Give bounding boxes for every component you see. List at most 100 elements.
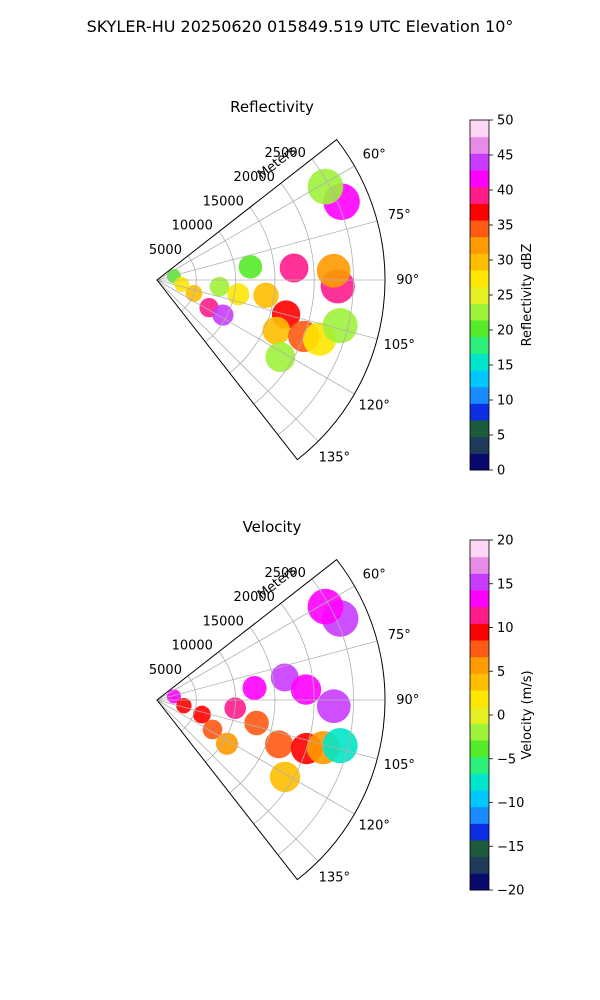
colorbar-tick-label: −20 [497, 884, 524, 899]
colorbar-segment [470, 690, 489, 708]
colorbar-tick-label: 50 [497, 114, 514, 129]
colorbar-segment [470, 186, 489, 204]
echo-cell [212, 304, 234, 326]
colorbar-segment [470, 823, 489, 841]
radial-tick-label: 5000 [149, 663, 182, 678]
colorbar-segment [470, 303, 489, 321]
colorbar-segment [470, 623, 489, 641]
colorbar-segment [470, 403, 489, 421]
colorbar-segment [470, 606, 489, 624]
colorbar-segment [470, 540, 489, 558]
colorbar-segment [470, 253, 489, 271]
grid-ring [229, 207, 276, 374]
colorbar-tick-label: 35 [497, 219, 514, 234]
colorbar-segment [470, 136, 489, 154]
figure-title: SKYLER-HU 20250620 015849.519 UTC Elevat… [87, 17, 514, 36]
echo-cell [192, 705, 211, 724]
colorbar-tick-label: 45 [497, 149, 514, 164]
radial-tick-label: 15000 [203, 194, 244, 209]
grid-spoke [156, 585, 355, 701]
radial-tick-label: 10000 [172, 639, 213, 654]
colorbar-tick-label: 0 [497, 709, 505, 724]
echo-cell [242, 675, 267, 701]
azimuth-tick-label: 75° [388, 628, 411, 643]
colorbar-tick-label: 10 [497, 621, 514, 636]
colorbar-segment [470, 236, 489, 254]
colorbar-segment [470, 320, 489, 338]
radial-tick-label: 25000 [265, 566, 306, 581]
echo-cell [269, 761, 301, 793]
colorbar-segment [470, 740, 489, 758]
grid-spoke [156, 699, 378, 760]
colorbar-tick-label: 5 [497, 665, 505, 680]
colorbar-tick-label: 15 [497, 359, 514, 374]
colorbar-segment [470, 386, 489, 404]
grid-spoke [156, 279, 378, 340]
colorbar-segment [470, 756, 489, 774]
echo-cell [279, 253, 309, 283]
colorbar-tick-label: 40 [497, 184, 514, 199]
echo-cell [262, 316, 291, 345]
colorbar-segment [470, 840, 489, 858]
grid-ring [253, 182, 315, 405]
azimuth-tick-label: 135° [319, 450, 350, 465]
colorbar-tick-label: −15 [497, 840, 524, 855]
azimuth-tick-label: 60° [363, 148, 386, 163]
echo-cell [316, 689, 351, 724]
azimuth-tick-label: 120° [359, 818, 390, 833]
colorbar-tick-label: −10 [497, 796, 524, 811]
echo-cell [322, 728, 358, 764]
colorbar: 0 5 10 15 20 25 30 35 40 45 50 Reflectivity dBZ [469, 114, 535, 479]
echo-layer [166, 588, 359, 793]
grid-ring [229, 627, 276, 794]
grid-ring [205, 651, 237, 763]
grid-ring [180, 255, 197, 312]
radial-tick-label: 20000 [234, 170, 275, 185]
radial-tick-label: 5000 [149, 243, 182, 258]
grid-ring [277, 158, 354, 436]
colorbar-segment [470, 370, 489, 388]
colorbar-segment [470, 286, 489, 304]
grid-ring [277, 578, 354, 856]
radial-tick-label: 20000 [234, 590, 275, 605]
azimuth-tick-label: 75° [388, 208, 411, 223]
grid-ring [253, 602, 315, 825]
colorbar-segment [470, 590, 489, 608]
colorbar-segment [470, 673, 489, 691]
colorbar-segment [470, 873, 489, 891]
colorbar-segment [470, 453, 489, 471]
colorbar-segment [470, 436, 489, 454]
echo-cell [253, 282, 279, 309]
colorbar-tick-label: 30 [497, 254, 514, 269]
colorbar-segment [470, 573, 489, 591]
grid-spoke [156, 640, 378, 701]
grid-spoke [156, 699, 355, 815]
radial-tick-label: 15000 [203, 614, 244, 629]
echo-cell [176, 698, 192, 714]
radial-tick-label: 10000 [172, 219, 213, 234]
colorbar-segment [470, 420, 489, 438]
colorbar-tick-label: 20 [497, 324, 514, 339]
colorbar-tick-label: 15 [497, 577, 514, 592]
echo-cell [238, 255, 263, 279]
azimuth-tick-label: 120° [359, 398, 390, 413]
azimuth-tick-label: 60° [363, 568, 386, 583]
echo-cell [209, 276, 230, 297]
colorbar-segment [470, 640, 489, 658]
grid-spoke [156, 220, 378, 281]
echo-cell [174, 276, 190, 292]
colorbar-segment [470, 556, 489, 574]
colorbar-segment [470, 353, 489, 371]
colorbar-segment [470, 856, 489, 874]
sector-frame [156, 558, 386, 881]
echo-cell [244, 710, 269, 736]
azimuth-tick-label: 105° [384, 338, 415, 353]
echo-cell [264, 730, 293, 759]
colorbar-segment [470, 120, 489, 138]
radial-tick-label: 25000 [265, 146, 306, 161]
azimuth-tick-label: 90° [396, 273, 419, 288]
colorbar-tick-label: 10 [497, 394, 514, 409]
panel-title: Velocity [243, 518, 302, 536]
echo-cell [215, 732, 239, 755]
